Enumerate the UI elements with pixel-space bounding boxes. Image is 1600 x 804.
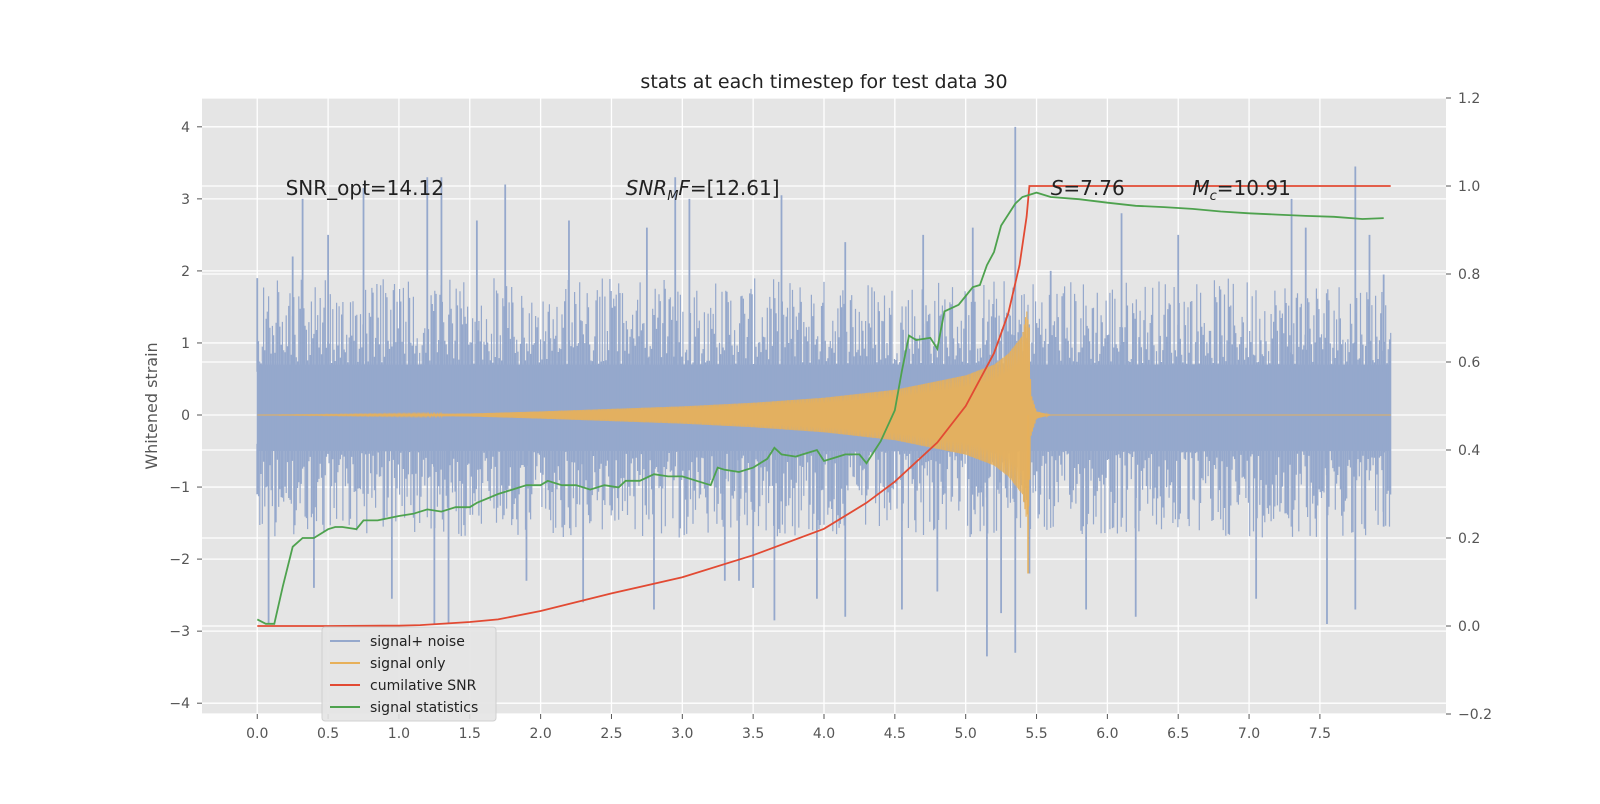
x-tick-label: 6.5 [1167, 726, 1189, 742]
chart-title: stats at each timestep for test data 30 [640, 71, 1007, 93]
legend-entry-cumulative-snr: cumilative SNR [330, 678, 477, 694]
y2-tick-label: 0.8 [1458, 267, 1480, 283]
annotation-snr-opt: SNR_opt=14.12 [286, 176, 444, 200]
cumulative-snr-line [257, 185, 1391, 627]
annotation-mchirp: Mc=10.91 [1192, 176, 1290, 204]
x-tick-label: 5.5 [1025, 726, 1047, 742]
y2-tick-label: 1.2 [1458, 91, 1480, 107]
x-tick-label: 1.5 [459, 726, 481, 742]
y2-tick-label: 1.0 [1458, 179, 1480, 195]
y2-tick-label: 0.2 [1458, 531, 1480, 547]
legend-entry-signal-only: signal only [330, 656, 445, 672]
x-tick-label: 6.0 [1096, 726, 1118, 742]
x-tick-label: 7.0 [1238, 726, 1260, 742]
x-tick-label: 0.0 [246, 726, 268, 742]
y2-tick-label: 0.6 [1458, 355, 1480, 371]
annotation-snr-mf: SNRMF=[12.61] [626, 176, 780, 204]
x-tick-label: 1.0 [388, 726, 410, 742]
y2-tick-label: 0.0 [1458, 619, 1480, 635]
x-tick-label: 2.0 [529, 726, 551, 742]
annotation-s-stat: S=7.76 [1051, 176, 1125, 200]
y-tick-label: 4 [181, 120, 190, 136]
y-axis-label: Whitened strain [142, 342, 161, 469]
series-3 [256, 191, 1384, 625]
y-tick-label: 0 [181, 408, 190, 424]
y2-tick-label: −0.2 [1458, 707, 1492, 723]
y-tick-label: −4 [169, 696, 190, 712]
legend-box [321, 626, 497, 722]
legend-label: signal only [370, 656, 445, 672]
x-tick-label: 3.5 [742, 726, 764, 742]
legend-label: signal+ noise [370, 634, 465, 650]
axes: 0.0 0.5 1.0 1.5 2.0 2.5 3.0 3.5 4.0 4.5 5.0 5.5 6.0 6… [169, 91, 1492, 742]
x-tick-label: 0.5 [317, 726, 339, 742]
signal-statistics-line [256, 191, 1384, 625]
y-tick-label: −3 [169, 624, 190, 640]
y-tick-label: 1 [181, 336, 190, 352]
y-tick-label: −1 [169, 480, 190, 496]
series-2 [257, 185, 1391, 627]
x-tick-label: 7.5 [1309, 726, 1331, 742]
series-layer [256, 126, 1392, 657]
signal-trace [257, 311, 1391, 517]
x-tick-label: 2.5 [600, 726, 622, 742]
legend-entry-signal-statistics: signal statistics [330, 700, 478, 716]
legend-label: signal statistics [370, 700, 478, 716]
y-tick-label: −2 [169, 552, 190, 568]
x-tick-label: 4.5 [884, 726, 906, 742]
y-tick-label: 3 [181, 192, 190, 208]
x-tick-label: 3.0 [671, 726, 693, 742]
series-1 [257, 311, 1391, 574]
legend-label: cumilative SNR [370, 678, 477, 694]
x-tick-label: 5.0 [955, 726, 977, 742]
annotations: SNR_opt=14.12 SNRMF=[12.61] S=7.76 Mc=10.91 [286, 176, 1291, 204]
y2-tick-label: 0.4 [1458, 443, 1480, 459]
legend: signal+ noise signal only cumilative SNR si… [321, 626, 497, 722]
x-tick-label: 4.0 [813, 726, 835, 742]
y-tick-label: 2 [181, 264, 190, 280]
legend-entry-signal-noise: signal+ noise [330, 634, 465, 650]
